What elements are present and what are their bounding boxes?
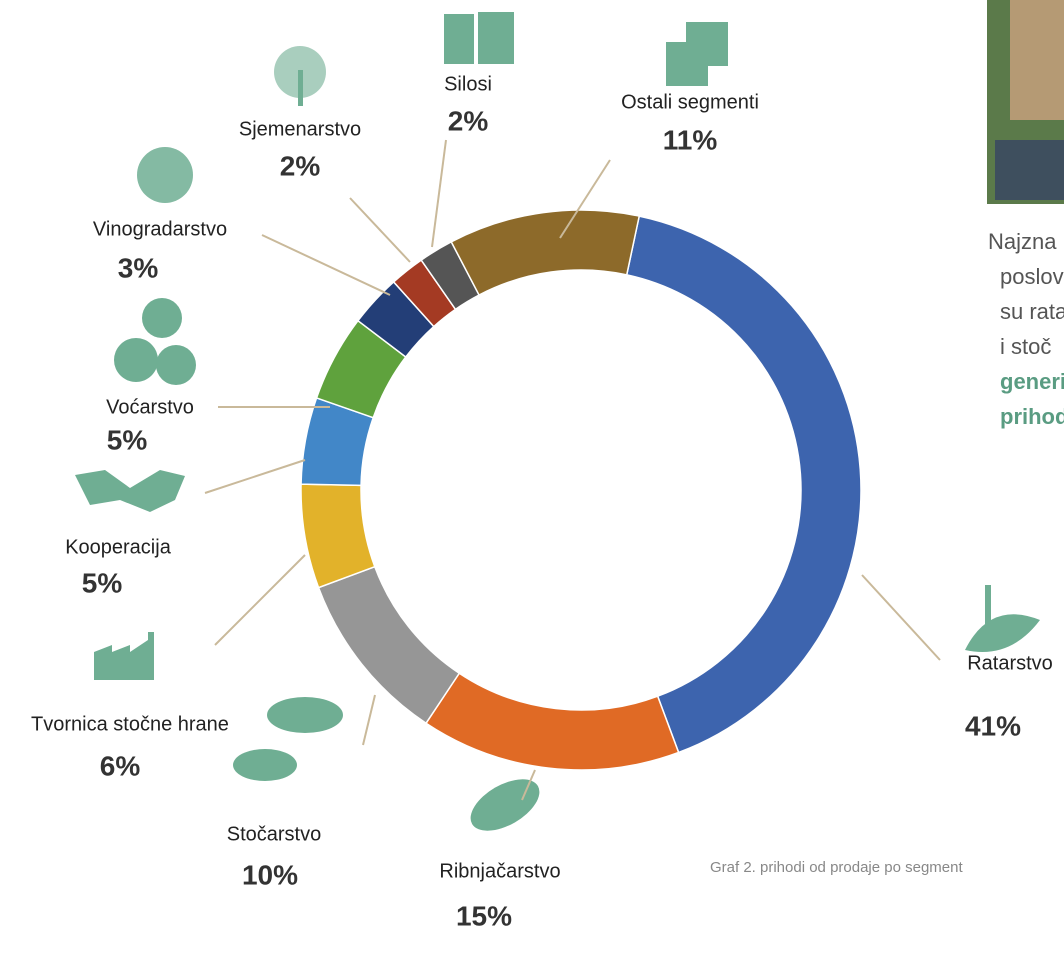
category-label: Tvornica stočne hrane (31, 713, 229, 735)
paragraph-bold-line: generi (1000, 369, 1064, 394)
category-label: Kooperacija (65, 536, 172, 558)
category-label: Sjemenarstvo (239, 118, 361, 140)
donut-segment (319, 567, 460, 724)
category-label: Ratarstvo (967, 652, 1053, 674)
leader-line (432, 140, 446, 247)
category-label: Voćarstvo (106, 396, 194, 418)
category-label: Vinogradarstvo (93, 218, 227, 240)
paragraph-line: poslov (1000, 264, 1064, 289)
donut-segment (627, 216, 861, 752)
caption: Graf 2. prihodi od prodaje po segment (710, 859, 963, 876)
paragraph-line: su rata (1000, 299, 1064, 324)
value-label: 11% (663, 124, 718, 155)
value-label: 3% (118, 252, 159, 283)
leader-line (205, 460, 305, 493)
photo (987, 0, 1064, 204)
donut-segment (451, 210, 639, 295)
category-label: Ostali segmenti (621, 91, 759, 113)
donut-segment (426, 673, 679, 770)
leader-line (363, 695, 375, 745)
value-label: 41% (965, 710, 1021, 741)
category-label: Ribnjačarstvo (439, 860, 560, 882)
chart: Ratarstvo 41% Ribnjačarstvo 15% Stočarstvo 10… (0, 0, 1064, 955)
paragraph-bold-line: prihod (1000, 404, 1064, 429)
paragraph-line: i stoč (1000, 334, 1051, 359)
value-label: 6% (100, 750, 141, 781)
leader-line (215, 555, 305, 645)
leader-line (350, 198, 410, 262)
value-label: 5% (107, 424, 148, 455)
value-label: 10% (242, 859, 298, 890)
category-label: Stočarstvo (227, 823, 321, 845)
leader-line (262, 235, 390, 295)
value-label: 2% (280, 150, 321, 181)
donut (301, 210, 861, 770)
category-label: Silosi (444, 73, 492, 95)
value-label: 15% (456, 900, 512, 931)
paragraph-line: Najzna (988, 229, 1057, 254)
labels: Ratarstvo 41% Ribnjačarstvo 15% Stočarstvo 10… (31, 73, 1053, 931)
leader-line (862, 575, 940, 660)
value-label: 5% (82, 567, 123, 598)
value-label: 2% (448, 105, 489, 136)
